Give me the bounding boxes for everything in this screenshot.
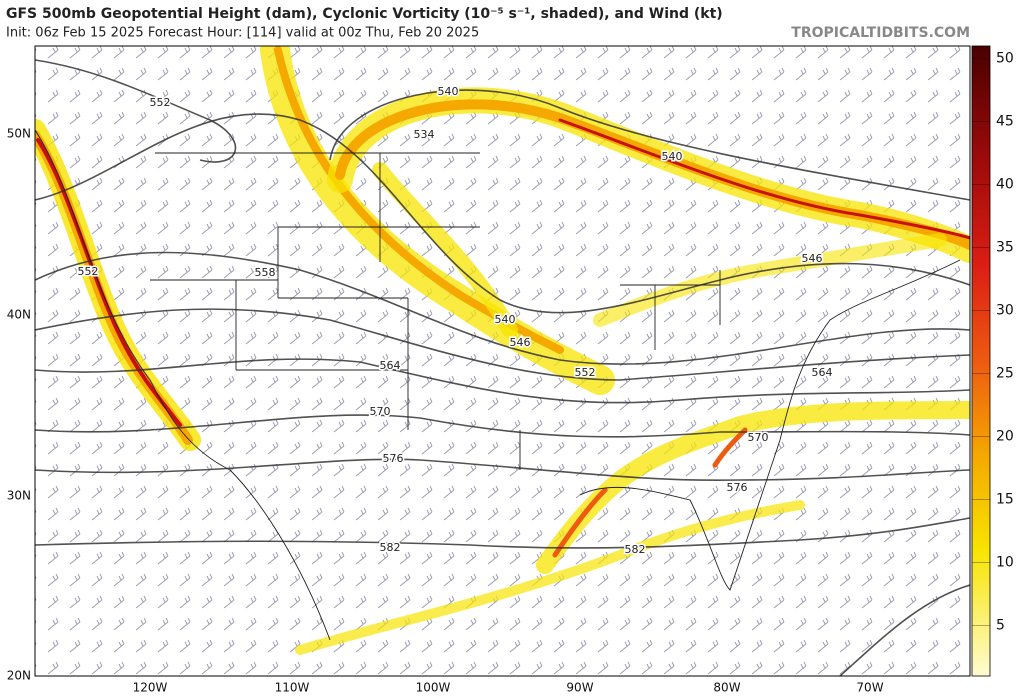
contour-label: 546 [510,336,531,349]
colorbar-ticks: 5 10 15 20 25 30 35 40 45 50 [972,51,1014,634]
contour-label: 546 [802,252,823,265]
source: TROPICALTIDBITS.COM [791,25,970,41]
contour-label: 552 [150,96,171,109]
contour-label: 576 [383,452,404,465]
lat-label: 50N [7,127,31,141]
lon-label: 120W [133,681,168,695]
map-frame [34,45,971,677]
wind-barbs [35,46,970,676]
vorticity [35,46,970,655]
subtitle: Init: 06z Feb 15 2025 Forecast Hour: [11… [6,26,479,41]
colorbar-tick-label: 35 [996,240,1014,256]
lon-label: 90W [566,681,593,695]
colorbar-tick-label: 20 [996,429,1014,445]
lon-label: 70W [856,681,883,695]
contour-label: 582 [625,543,646,556]
colorbar-tick-label: 45 [996,114,1014,130]
contour-label: 564 [380,359,401,372]
title: GFS 500mb Geopotential Height (dam), Cyc… [6,6,723,22]
contour-label: 540 [495,313,516,326]
contour-label: 558 [255,266,276,279]
contour-label: 582 [380,541,401,554]
lat-label: 20N [7,669,31,683]
contour-labels: 552 540 534 540 552 558 546 540 546 564 … [76,84,834,558]
lon-label: 80W [713,681,740,695]
contour-label: 576 [727,481,748,494]
colorbar-tick-label: 25 [996,366,1014,382]
colorbar-tick-label: 5 [996,618,1005,634]
contour-label: 570 [748,431,769,444]
colorbar [971,45,991,677]
contour-label: 552 [78,265,99,278]
colorbar-tick-label: 10 [996,555,1014,571]
colorbar-tick-label: 40 [996,177,1014,193]
map: 552 540 534 540 552 558 546 540 546 564 … [35,46,970,676]
lon-label: 100W [416,681,451,695]
colorbar-tick-label: 30 [996,303,1014,319]
lat-label: 40N [7,308,31,322]
colorbar-tick-label: 15 [996,492,1014,508]
lat-label: 30N [7,489,31,503]
lat-labels: 50N 40N 30N 20N [7,127,31,683]
lon-label: 110W [275,681,310,695]
colorbar-tick-label: 50 [996,51,1014,67]
borders [35,129,961,641]
contour-label: 570 [370,405,391,418]
height-contours [35,59,970,676]
contour-label: 540 [438,85,459,98]
contour-label: 564 [812,366,833,379]
contour-label: 534 [414,128,435,141]
lon-labels: 120W 110W 100W 90W 80W 70W [133,681,884,695]
contour-label: 540 [662,150,683,163]
contour-label: 552 [575,366,596,379]
